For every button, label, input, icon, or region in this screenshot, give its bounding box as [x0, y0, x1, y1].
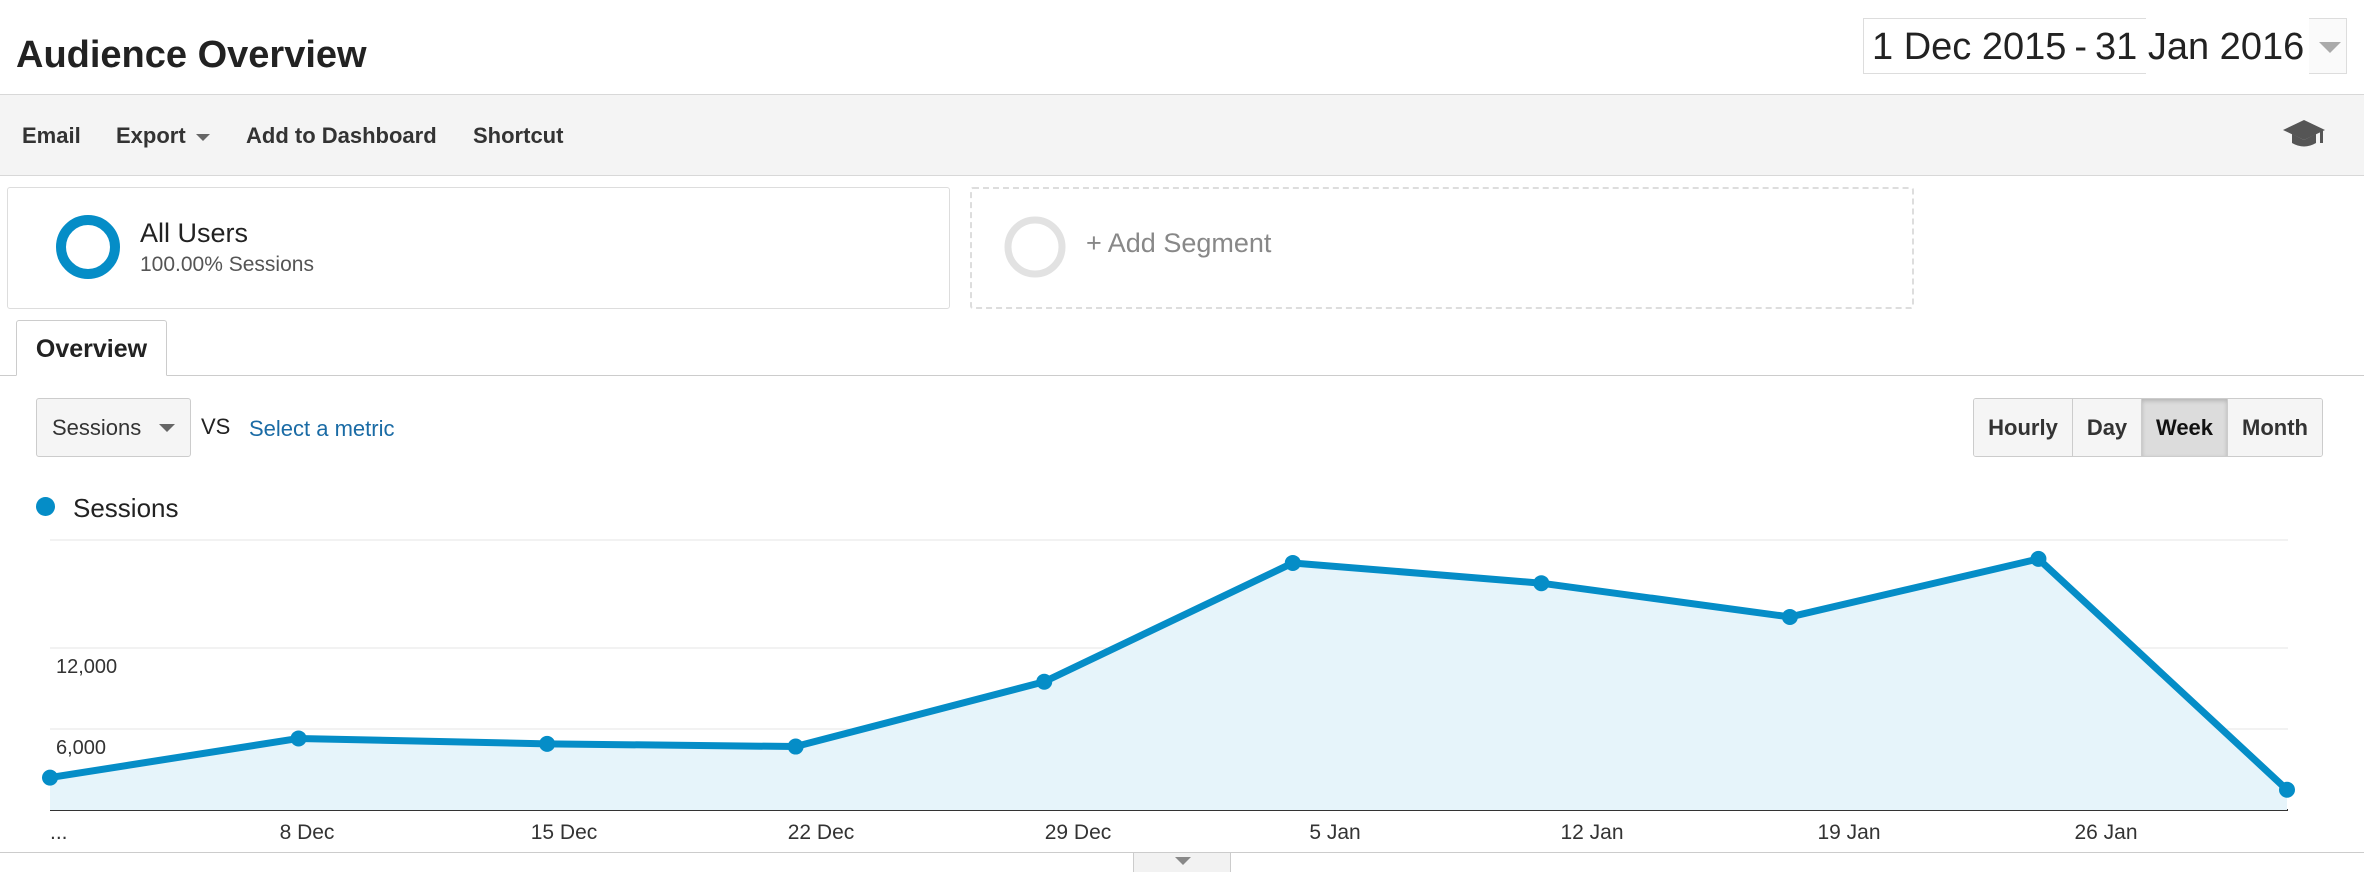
date-range-dropdown-icon[interactable] — [2309, 18, 2347, 74]
granularity-hourly-button[interactable]: Hourly — [1974, 399, 2072, 456]
granularity-day-button[interactable]: Day — [2072, 399, 2141, 456]
y-tick-label: 12,000 — [56, 656, 117, 678]
x-tick-label: 26 Jan — [2074, 821, 2137, 844]
data-point[interactable] — [1781, 608, 1798, 625]
select-metric-link[interactable]: Select a metric — [249, 416, 395, 441]
y-tick-label: 6,000 — [56, 737, 106, 759]
sessions-line — [49, 555, 2290, 793]
x-tick-label: 19 Jan — [1817, 821, 1880, 844]
date-range-separator: - — [2074, 26, 2088, 68]
export-button[interactable]: Export — [116, 123, 210, 149]
add-segment-label: + Add Segment — [1086, 228, 1272, 258]
export-label: Export — [116, 123, 186, 148]
metric-select-value: Sessions — [52, 415, 142, 440]
sessions-area — [50, 558, 2287, 810]
empty-segment-ring-icon — [1004, 216, 1066, 278]
data-point[interactable] — [42, 769, 58, 786]
page-title: Audience Overview — [16, 34, 367, 76]
data-point[interactable] — [2030, 550, 2047, 567]
date-range-start: 1 Dec 2015 — [1872, 26, 2067, 68]
x-tick-label: 22 Dec — [788, 821, 855, 844]
data-point[interactable] — [787, 738, 804, 755]
vs-label: VS — [201, 414, 231, 439]
expand-chart-handle[interactable] — [1133, 852, 1231, 872]
data-point[interactable] — [1284, 554, 1301, 571]
graduation-cap-icon[interactable] — [2282, 118, 2326, 152]
email-button[interactable]: Email — [22, 123, 81, 148]
data-point[interactable] — [539, 735, 556, 752]
segment-name: All Users — [140, 218, 249, 248]
granularity-toggle: Hourly Day Week Month — [1973, 398, 2323, 457]
x-tick-label: 12 Jan — [1560, 821, 1623, 844]
x-tick-label: ... — [50, 821, 68, 844]
data-point[interactable] — [290, 730, 307, 747]
x-tick-label: 15 Dec — [531, 821, 598, 844]
x-tick-label: 29 Dec — [1045, 821, 1112, 844]
tab-overview[interactable]: Overview — [16, 320, 167, 376]
metric-select[interactable]: Sessions — [36, 398, 191, 457]
data-point[interactable] — [2279, 781, 2295, 798]
data-point[interactable] — [1036, 673, 1053, 690]
tab-divider — [0, 375, 2364, 376]
chevron-down-icon — [195, 133, 210, 141]
add-to-dashboard-button[interactable]: Add to Dashboard — [246, 123, 437, 148]
granularity-month-button[interactable]: Month — [2227, 399, 2322, 456]
segment-ring-icon — [56, 215, 120, 279]
add-segment-button[interactable] — [970, 187, 1914, 309]
x-tick-label: 5 Jan — [1309, 821, 1360, 844]
sessions-chart: 12,000 6,000 ... 8 Dec 15 Dec 22 Dec 29 Dec 5 … — [42, 539, 2295, 844]
data-point[interactable] — [1533, 575, 1550, 592]
legend-label: Sessions — [73, 493, 179, 523]
date-range-end: 31 Jan 2016 — [2095, 26, 2305, 68]
legend-swatch — [36, 497, 55, 516]
shortcut-button[interactable]: Shortcut — [473, 123, 564, 148]
date-range-picker[interactable]: 1 Dec 2015-31 Jan 2016 — [1863, 18, 2304, 74]
report-toolbar: Email Export Add to Dashboard Shortcut — [0, 94, 2364, 176]
granularity-week-button[interactable]: Week — [2141, 399, 2227, 456]
segment-all-users[interactable] — [7, 187, 950, 309]
x-tick-label: 8 Dec — [280, 821, 335, 844]
segment-detail: 100.00% Sessions — [140, 253, 314, 276]
